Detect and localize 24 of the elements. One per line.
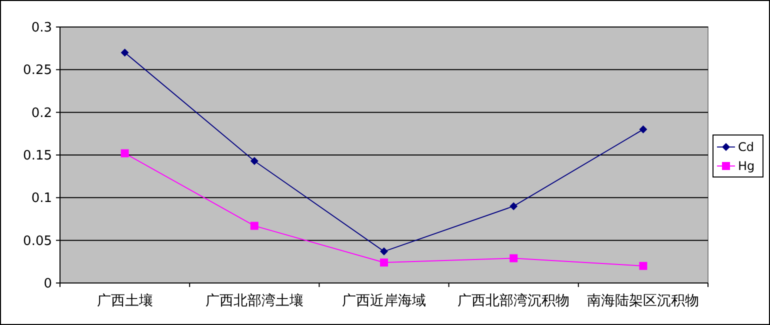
x-tick-label: 广西北部湾土壤 xyxy=(205,293,304,309)
point xyxy=(120,48,129,57)
legend-label: Cd xyxy=(738,140,754,154)
y-tick-label: 0.1 xyxy=(31,191,52,206)
y-tick-label: 0.3 xyxy=(31,20,52,36)
point xyxy=(639,125,648,134)
y-tick-label: 0 xyxy=(44,276,52,292)
point xyxy=(250,222,258,230)
y-tick-label: 0.2 xyxy=(31,106,52,121)
x-tick-label: 广西近岸海域 xyxy=(342,293,426,309)
x-tick-label: 广西土壤 xyxy=(96,293,153,309)
point xyxy=(120,149,129,158)
point xyxy=(380,258,388,267)
x-tick-label: 广西北部湾沉积物 xyxy=(458,293,570,309)
y-tick-label: 0.15 xyxy=(23,148,52,164)
point xyxy=(380,247,388,256)
legend-label: Hg xyxy=(738,159,755,174)
y-tick-label: 0.05 xyxy=(23,234,52,249)
y-tick-label: 0.25 xyxy=(23,63,52,78)
point xyxy=(510,202,518,210)
x-tick-label: 南海陆架区沉积物 xyxy=(587,293,700,309)
point xyxy=(510,254,518,262)
point xyxy=(639,262,648,270)
point xyxy=(250,156,258,165)
